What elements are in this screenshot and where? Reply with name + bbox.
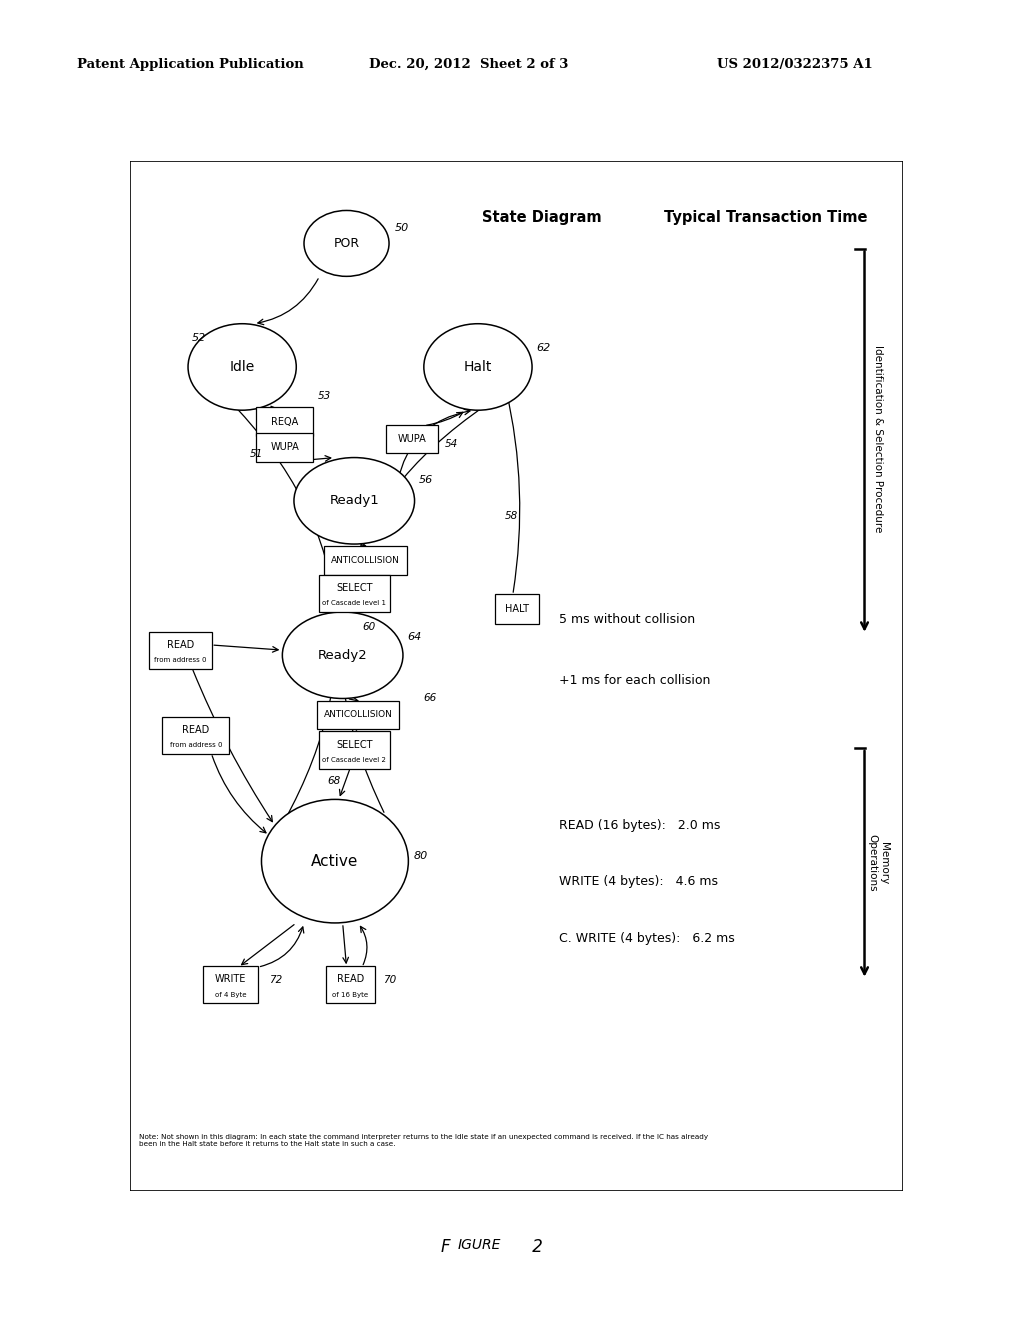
Text: Note: Not shown in this diagram: In each state the command interpreter returns t: Note: Not shown in this diagram: In each… bbox=[139, 1134, 709, 1147]
Text: of 16 Byte: of 16 Byte bbox=[333, 991, 369, 998]
Text: WUPA: WUPA bbox=[398, 434, 427, 444]
Text: Halt: Halt bbox=[464, 360, 493, 374]
FancyBboxPatch shape bbox=[203, 966, 258, 1003]
Ellipse shape bbox=[304, 210, 389, 276]
Text: 60: 60 bbox=[362, 623, 375, 632]
Text: READ: READ bbox=[337, 974, 364, 985]
Text: 54: 54 bbox=[444, 440, 458, 449]
FancyBboxPatch shape bbox=[318, 576, 390, 612]
Text: Dec. 20, 2012  Sheet 2 of 3: Dec. 20, 2012 Sheet 2 of 3 bbox=[369, 58, 568, 71]
Text: Idle: Idle bbox=[229, 360, 255, 374]
Text: ANTICOLLISION: ANTICOLLISION bbox=[332, 556, 400, 565]
FancyBboxPatch shape bbox=[256, 407, 313, 436]
Text: ANTICOLLISION: ANTICOLLISION bbox=[324, 710, 392, 719]
Text: Typical Transaction Time: Typical Transaction Time bbox=[664, 210, 867, 226]
Text: 72: 72 bbox=[269, 974, 283, 985]
Text: 64: 64 bbox=[407, 632, 421, 642]
FancyBboxPatch shape bbox=[325, 546, 408, 576]
Text: WUPA: WUPA bbox=[270, 442, 299, 453]
Text: Ready2: Ready2 bbox=[317, 648, 368, 661]
Text: IGURE: IGURE bbox=[458, 1238, 501, 1253]
FancyBboxPatch shape bbox=[162, 717, 229, 754]
Ellipse shape bbox=[188, 323, 296, 411]
Text: 56: 56 bbox=[419, 475, 433, 486]
Text: of Cascade level 2: of Cascade level 2 bbox=[323, 756, 386, 763]
Text: 70: 70 bbox=[383, 974, 396, 985]
Text: READ (16 bytes):   2.0 ms: READ (16 bytes): 2.0 ms bbox=[559, 818, 721, 832]
Text: Memory
Operations: Memory Operations bbox=[867, 834, 889, 892]
FancyBboxPatch shape bbox=[316, 701, 399, 730]
FancyBboxPatch shape bbox=[130, 161, 903, 1191]
Text: SELECT: SELECT bbox=[336, 583, 373, 593]
Text: READ: READ bbox=[182, 725, 209, 735]
FancyBboxPatch shape bbox=[318, 731, 390, 768]
Text: SELECT: SELECT bbox=[336, 739, 373, 750]
Text: US 2012/0322375 A1: US 2012/0322375 A1 bbox=[717, 58, 872, 71]
Text: 53: 53 bbox=[317, 391, 331, 401]
Text: 58: 58 bbox=[505, 511, 518, 521]
Text: 5 ms without collision: 5 ms without collision bbox=[559, 612, 695, 626]
FancyBboxPatch shape bbox=[148, 631, 212, 669]
Ellipse shape bbox=[283, 612, 403, 698]
Text: of Cascade level 1: of Cascade level 1 bbox=[323, 601, 386, 606]
Text: HALT: HALT bbox=[505, 605, 528, 614]
Text: from address 0: from address 0 bbox=[170, 742, 222, 748]
Text: C. WRITE (4 bytes):   6.2 ms: C. WRITE (4 bytes): 6.2 ms bbox=[559, 932, 735, 945]
FancyBboxPatch shape bbox=[495, 594, 539, 624]
Text: 68: 68 bbox=[328, 776, 340, 785]
Text: Ready1: Ready1 bbox=[330, 494, 379, 507]
Ellipse shape bbox=[294, 458, 415, 544]
Text: REQA: REQA bbox=[271, 417, 298, 426]
Text: WRITE: WRITE bbox=[215, 974, 246, 985]
Text: 80: 80 bbox=[414, 851, 428, 861]
FancyBboxPatch shape bbox=[326, 966, 375, 1003]
Text: from address 0: from address 0 bbox=[154, 657, 207, 663]
FancyBboxPatch shape bbox=[256, 433, 313, 462]
Text: WRITE (4 bytes):   4.6 ms: WRITE (4 bytes): 4.6 ms bbox=[559, 875, 718, 888]
Text: 62: 62 bbox=[536, 343, 550, 354]
Ellipse shape bbox=[261, 800, 409, 923]
Text: 50: 50 bbox=[394, 223, 409, 232]
Text: Active: Active bbox=[311, 854, 358, 869]
Text: 66: 66 bbox=[424, 693, 437, 704]
Text: READ: READ bbox=[167, 640, 194, 649]
FancyBboxPatch shape bbox=[386, 425, 438, 454]
Text: Patent Application Publication: Patent Application Publication bbox=[77, 58, 303, 71]
Ellipse shape bbox=[424, 323, 532, 411]
Text: F: F bbox=[440, 1238, 450, 1257]
Text: +1 ms for each collision: +1 ms for each collision bbox=[559, 675, 711, 688]
Text: 2: 2 bbox=[527, 1238, 544, 1257]
Text: State Diagram: State Diagram bbox=[482, 210, 601, 226]
Text: of 4 Byte: of 4 Byte bbox=[215, 991, 247, 998]
Text: Identification & Selection Procedure: Identification & Selection Procedure bbox=[873, 346, 884, 533]
Text: POR: POR bbox=[334, 236, 359, 249]
Text: 51: 51 bbox=[250, 450, 263, 459]
Text: 52: 52 bbox=[191, 333, 206, 343]
